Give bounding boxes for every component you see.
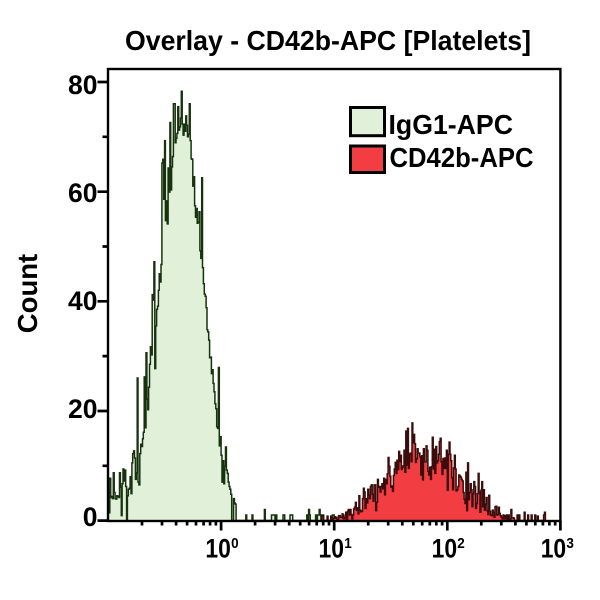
svg-text:10: 10 (319, 534, 345, 564)
svg-text:Count: Count (12, 254, 43, 333)
svg-text:IgG1-APC: IgG1-APC (389, 109, 514, 140)
svg-text:10: 10 (205, 534, 231, 564)
svg-text:60: 60 (68, 178, 97, 208)
svg-text:3: 3 (566, 535, 574, 552)
svg-text:1: 1 (344, 535, 352, 552)
svg-text:0: 0 (83, 502, 98, 532)
svg-text:Overlay - CD42b-APC [Platelets: Overlay - CD42b-APC [Platelets] (125, 25, 531, 56)
svg-text:0: 0 (231, 535, 239, 552)
svg-text:10: 10 (541, 534, 567, 564)
svg-text:20: 20 (68, 394, 97, 424)
svg-text:80: 80 (68, 70, 97, 100)
svg-text:10: 10 (432, 534, 458, 564)
svg-text:CD42b-APC: CD42b-APC (390, 142, 534, 173)
svg-text:2: 2 (457, 535, 465, 552)
svg-text:40: 40 (68, 286, 97, 316)
